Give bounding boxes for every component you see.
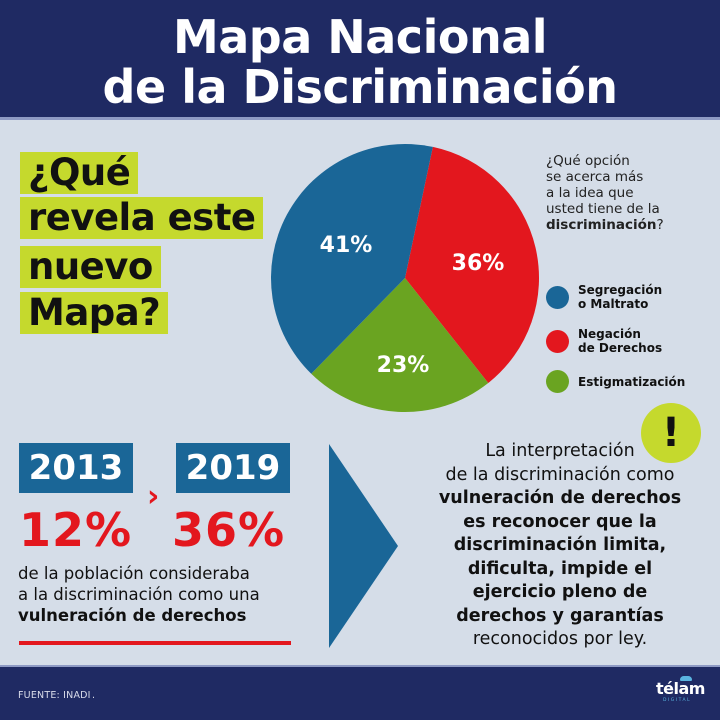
pie-label: 23% — [377, 353, 430, 378]
header-banner: Mapa Nacional de la Discriminación — [0, 0, 720, 120]
interpretation-bold-line: derechos y garantías — [456, 605, 664, 626]
source-label: FUENTE: INADI — [18, 690, 91, 701]
interpretation-bold-line: es reconocer que la — [463, 511, 657, 532]
footer: FUENTE: INADI . télam DIGITAL — [0, 665, 720, 720]
legend-swatch — [546, 329, 569, 353]
legend-label: Estigmatización — [578, 375, 718, 389]
page-title-line1: Mapa Nacional — [172, 10, 548, 64]
percent-to: 36% — [172, 503, 286, 557]
question-line: a la idea que — [546, 185, 634, 201]
description-line: a la discriminación como una — [18, 585, 260, 604]
logo-wave-icon — [680, 676, 692, 681]
legend-item-estigmatizacion: Estigmatización — [546, 370, 718, 393]
year-badge-to: 2019 — [176, 443, 290, 493]
percent-from: 12% — [19, 503, 133, 557]
chevron-right-icon: › — [147, 479, 160, 514]
source-dot: . — [92, 690, 96, 701]
legend-label-line2: o Maltrato — [578, 297, 649, 311]
legend-label-line1: Negación — [578, 327, 641, 341]
legend-label-line2: de Derechos — [578, 341, 663, 355]
interpretation-bold-line: ejercicio pleno de — [472, 582, 648, 602]
interpretation-line: La interpretación — [485, 441, 635, 461]
interpretation-bold-line: discriminación limita, — [453, 535, 667, 555]
legend-swatch — [546, 285, 569, 309]
triangle-arrow-icon — [329, 444, 398, 648]
question-line: ¿Qué opción — [546, 153, 630, 169]
description-line: de la población consideraba — [18, 564, 250, 583]
question-bold: discriminación — [546, 217, 657, 233]
interpretation-bold-line: dificulta, impide el — [467, 558, 653, 579]
page-title-line2: de la Discriminación — [102, 60, 618, 114]
year-badge-from: 2013 — [19, 443, 133, 493]
interpretation-line: reconocidos por ley. — [472, 629, 648, 649]
question-end: ? — [656, 217, 664, 233]
telam-logo-sub: DIGITAL — [663, 698, 692, 703]
divider — [19, 641, 291, 645]
survey-question: ¿Qué opción se acerca más a la idea que … — [546, 153, 716, 233]
pie-slice-negaci-n-de-derechos — [405, 146, 539, 384]
callout-line: ¿Qué — [20, 152, 139, 194]
comparison-description: de la población consideraba a la discrim… — [18, 563, 308, 626]
question-line: discriminación? — [546, 217, 716, 233]
callout-line: revela este — [20, 197, 264, 239]
interpretation-bold-line: vulneración de derechos — [438, 488, 682, 508]
legend-swatch — [546, 370, 569, 393]
interpretation-line: de la discriminación como — [445, 464, 675, 485]
legend-label-line1: Segregación — [578, 283, 663, 297]
telam-logo: télam — [656, 679, 705, 698]
description-bold: vulneración de derechos — [18, 606, 247, 625]
legend-label: Negación de Derechos — [578, 327, 718, 355]
legend-item-negacion: Negación de Derechos — [546, 327, 718, 355]
pie-label: 41% — [320, 233, 373, 258]
pie-slice-estigmatizaci-n — [311, 278, 489, 412]
pie-slice-segregaci-n-o-maltrato — [271, 144, 433, 374]
callout-line: nuevo — [20, 246, 161, 288]
question-line: se acerca más — [546, 169, 644, 185]
question-line: usted tiene de la — [546, 201, 660, 217]
pie-label: 36% — [452, 251, 505, 276]
legend-label-line1: Estigmatización — [578, 374, 686, 389]
legend-label: Segregación o Maltrato — [578, 283, 718, 311]
interpretation-text: La interpretación de la discriminación c… — [405, 440, 715, 652]
legend-item-segregacion: Segregación o Maltrato — [546, 283, 718, 311]
callout-line: Mapa? — [20, 292, 169, 334]
exclamation-icon: ! — [641, 403, 701, 463]
